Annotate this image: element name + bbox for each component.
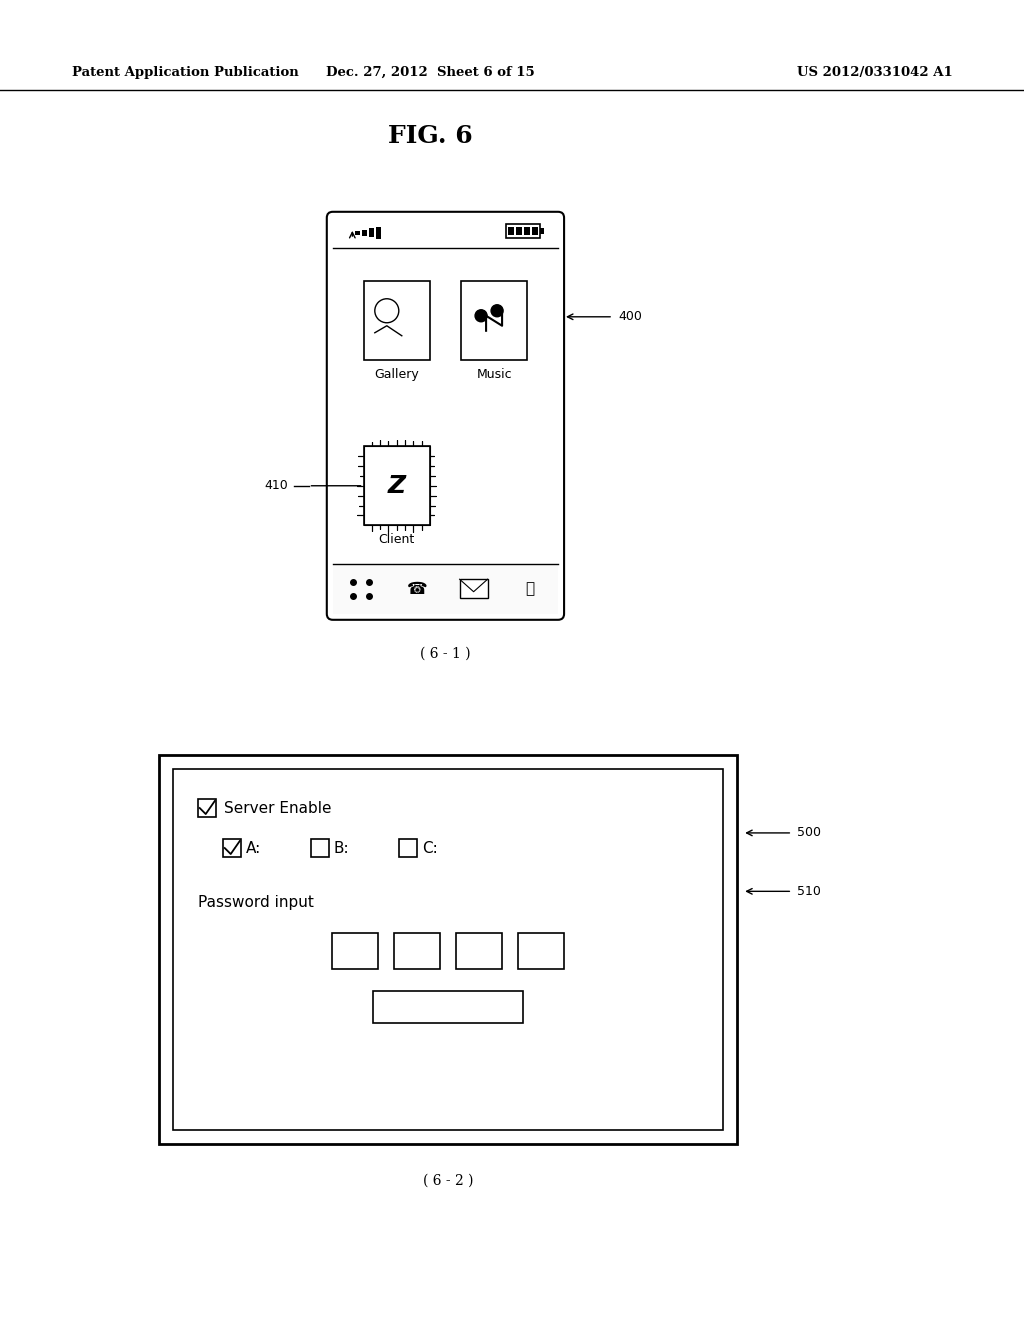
Bar <box>456 933 502 969</box>
Text: Gallery: Gallery <box>375 368 419 381</box>
Text: C:: C: <box>422 841 437 855</box>
Text: 4: 4 <box>537 944 546 958</box>
Bar <box>332 933 378 969</box>
Bar <box>531 227 538 235</box>
Circle shape <box>475 310 487 322</box>
Text: US 2012/0331042 A1: US 2012/0331042 A1 <box>797 66 952 79</box>
Bar <box>540 228 544 234</box>
Bar <box>373 991 523 1023</box>
Text: 2: 2 <box>413 944 422 958</box>
Bar <box>173 770 723 1130</box>
Text: A:: A: <box>246 841 261 855</box>
Bar <box>523 227 529 235</box>
FancyBboxPatch shape <box>327 211 564 620</box>
Text: 400: 400 <box>618 310 642 323</box>
Text: 500: 500 <box>798 826 821 840</box>
Bar <box>355 231 360 235</box>
Circle shape <box>492 305 503 317</box>
Text: Complete setting: Complete setting <box>385 999 511 1015</box>
Text: FIG. 6: FIG. 6 <box>388 124 472 148</box>
Bar <box>398 840 417 857</box>
Text: Client: Client <box>379 533 415 546</box>
Bar <box>394 933 440 969</box>
Bar <box>364 281 430 360</box>
Text: 1: 1 <box>350 944 359 958</box>
Bar <box>518 933 564 969</box>
Text: Server Enable: Server Enable <box>223 800 331 816</box>
Text: ( 6 - 1 ): ( 6 - 1 ) <box>420 647 471 661</box>
Bar <box>364 446 430 525</box>
Bar <box>460 579 487 598</box>
Bar <box>506 224 540 238</box>
Text: B:: B: <box>334 841 349 855</box>
Bar <box>370 228 375 238</box>
Text: ☎: ☎ <box>407 579 428 598</box>
Bar <box>333 564 558 614</box>
Bar <box>377 227 381 239</box>
Bar <box>362 230 368 236</box>
Bar <box>508 227 514 235</box>
Bar <box>516 227 521 235</box>
Bar <box>461 281 527 360</box>
Text: Music: Music <box>476 368 512 381</box>
Text: ( 6 - 2 ): ( 6 - 2 ) <box>423 1173 473 1188</box>
Bar <box>223 840 241 857</box>
Bar <box>159 755 737 1144</box>
Text: 410: 410 <box>265 479 289 492</box>
Text: Z: Z <box>388 474 406 498</box>
Bar <box>310 840 329 857</box>
Text: Dec. 27, 2012  Sheet 6 of 15: Dec. 27, 2012 Sheet 6 of 15 <box>326 66 535 79</box>
Text: 🌐: 🌐 <box>525 581 535 597</box>
Bar <box>198 799 216 817</box>
Text: Password input: Password input <box>198 895 313 909</box>
Text: 3: 3 <box>474 944 484 958</box>
Text: Patent Application Publication: Patent Application Publication <box>72 66 298 79</box>
Text: 510: 510 <box>798 884 821 898</box>
